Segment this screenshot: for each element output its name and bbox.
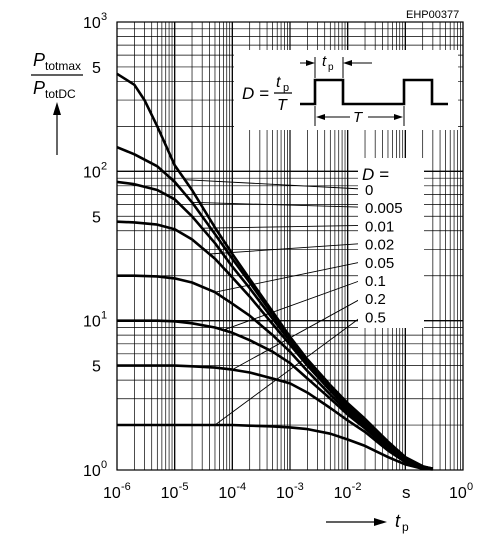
tp-arrow-left-head [306, 60, 315, 66]
inset: D = t p T t p T [234, 50, 458, 130]
legend-item-D-0: 0 [365, 182, 373, 199]
x-tick-label: 10 [218, 485, 236, 502]
period-label: T [353, 109, 364, 126]
series-line-D-0 [116, 72, 434, 470]
x-tick-label-exponent: 0 [467, 481, 473, 493]
legend-box [358, 158, 424, 328]
x-tick-label-exponent: -2 [352, 481, 362, 493]
x-tick-label: 10 [276, 485, 294, 502]
x-tick-labels: 10 -6 10 -5 10 -4 10 -3 10 -2 10 0 [103, 481, 473, 502]
tp-arrow-right-head [343, 60, 352, 66]
y-tick-label: 5 [92, 60, 101, 77]
x-tick-label: 10 [449, 485, 467, 502]
legend-title: D = [362, 165, 389, 184]
plot-frame [116, 21, 464, 471]
y-tick-label-exponent: 0 [101, 459, 107, 471]
y-axis-label: P totmax P totDC [31, 50, 83, 155]
period-arrow-left-head [316, 114, 325, 120]
pulse-label-sub: p [328, 62, 334, 73]
y-tick-label-exponent: 2 [101, 160, 107, 172]
y-label-denominator: P [33, 78, 45, 98]
y-tick-label: 5 [92, 209, 101, 226]
x-tick-label-exponent: -5 [179, 481, 189, 493]
leader-line-D-0.2 [232, 297, 363, 371]
x-axis-label: t p [326, 511, 409, 534]
y-label-numerator-sub: totmax [45, 59, 81, 73]
formula-numerator-sub: p [283, 82, 289, 94]
legend-item-D-0.1: 0.1 [365, 273, 386, 290]
leader-lines [184, 179, 363, 426]
period-label-bg [350, 108, 368, 124]
legend-item-D-0.05: 0.05 [365, 255, 394, 272]
legend-item-D-0.005: 0.005 [365, 200, 403, 217]
legend-item-D-0.01: 0.01 [365, 218, 394, 235]
y-label-denominator-sub: totDC [45, 87, 76, 101]
y-label-arrow-head [53, 102, 61, 115]
x-tick-label-exponent: -4 [236, 481, 246, 493]
x-tick-label: 10 [103, 485, 121, 502]
series-curves [116, 72, 434, 471]
figure-id: EHP00377 [406, 9, 459, 21]
x-tick-label-exponent: -6 [121, 481, 131, 493]
y-tick-label: 10 [83, 164, 101, 181]
x-tick-label: 10 [161, 485, 179, 502]
y-tick-label-exponent: 1 [101, 310, 107, 322]
legend-item-D-0.2: 0.2 [365, 291, 386, 308]
formula-denominator: T [277, 97, 288, 114]
y-tick-label: 10 [83, 15, 101, 32]
y-tick-label: 10 [83, 314, 101, 331]
x-label-arrow-head [374, 518, 387, 526]
series-line-D-0.2 [117, 364, 433, 470]
pulse-waveform [300, 78, 448, 106]
formula-lhs: D = [242, 84, 269, 103]
y-tick-label-exponent: 3 [101, 11, 107, 23]
x-label-main: t [395, 511, 401, 531]
leader-line-D-0.1 [223, 279, 363, 331]
x-label-sub: p [402, 520, 409, 534]
pulse-label: t [322, 53, 327, 70]
y-tick-label: 5 [92, 359, 101, 376]
leader-line-D-0 [184, 179, 363, 190]
legend-item-D-0.02: 0.02 [365, 237, 394, 254]
period-arrow-right-head [394, 114, 403, 120]
x-tick-label: 10 [334, 485, 352, 502]
y-label-numerator: P [33, 50, 45, 70]
leader-line-D-0.5 [214, 316, 363, 426]
x-tick-label-exponent: -3 [294, 481, 304, 493]
series-line-D-0.5 [117, 423, 433, 471]
series-line-D-0.1 [117, 319, 433, 470]
y-tick-label: 10 [83, 463, 101, 480]
leader-line-D-0.01 [202, 224, 363, 229]
leader-line-D-0.02 [209, 243, 363, 255]
x-unit-label: s [402, 483, 411, 502]
leader-line-D-0.005 [192, 201, 363, 208]
legend-item-D-0.5: 0.5 [365, 309, 386, 326]
formula-numerator: t [276, 74, 281, 91]
